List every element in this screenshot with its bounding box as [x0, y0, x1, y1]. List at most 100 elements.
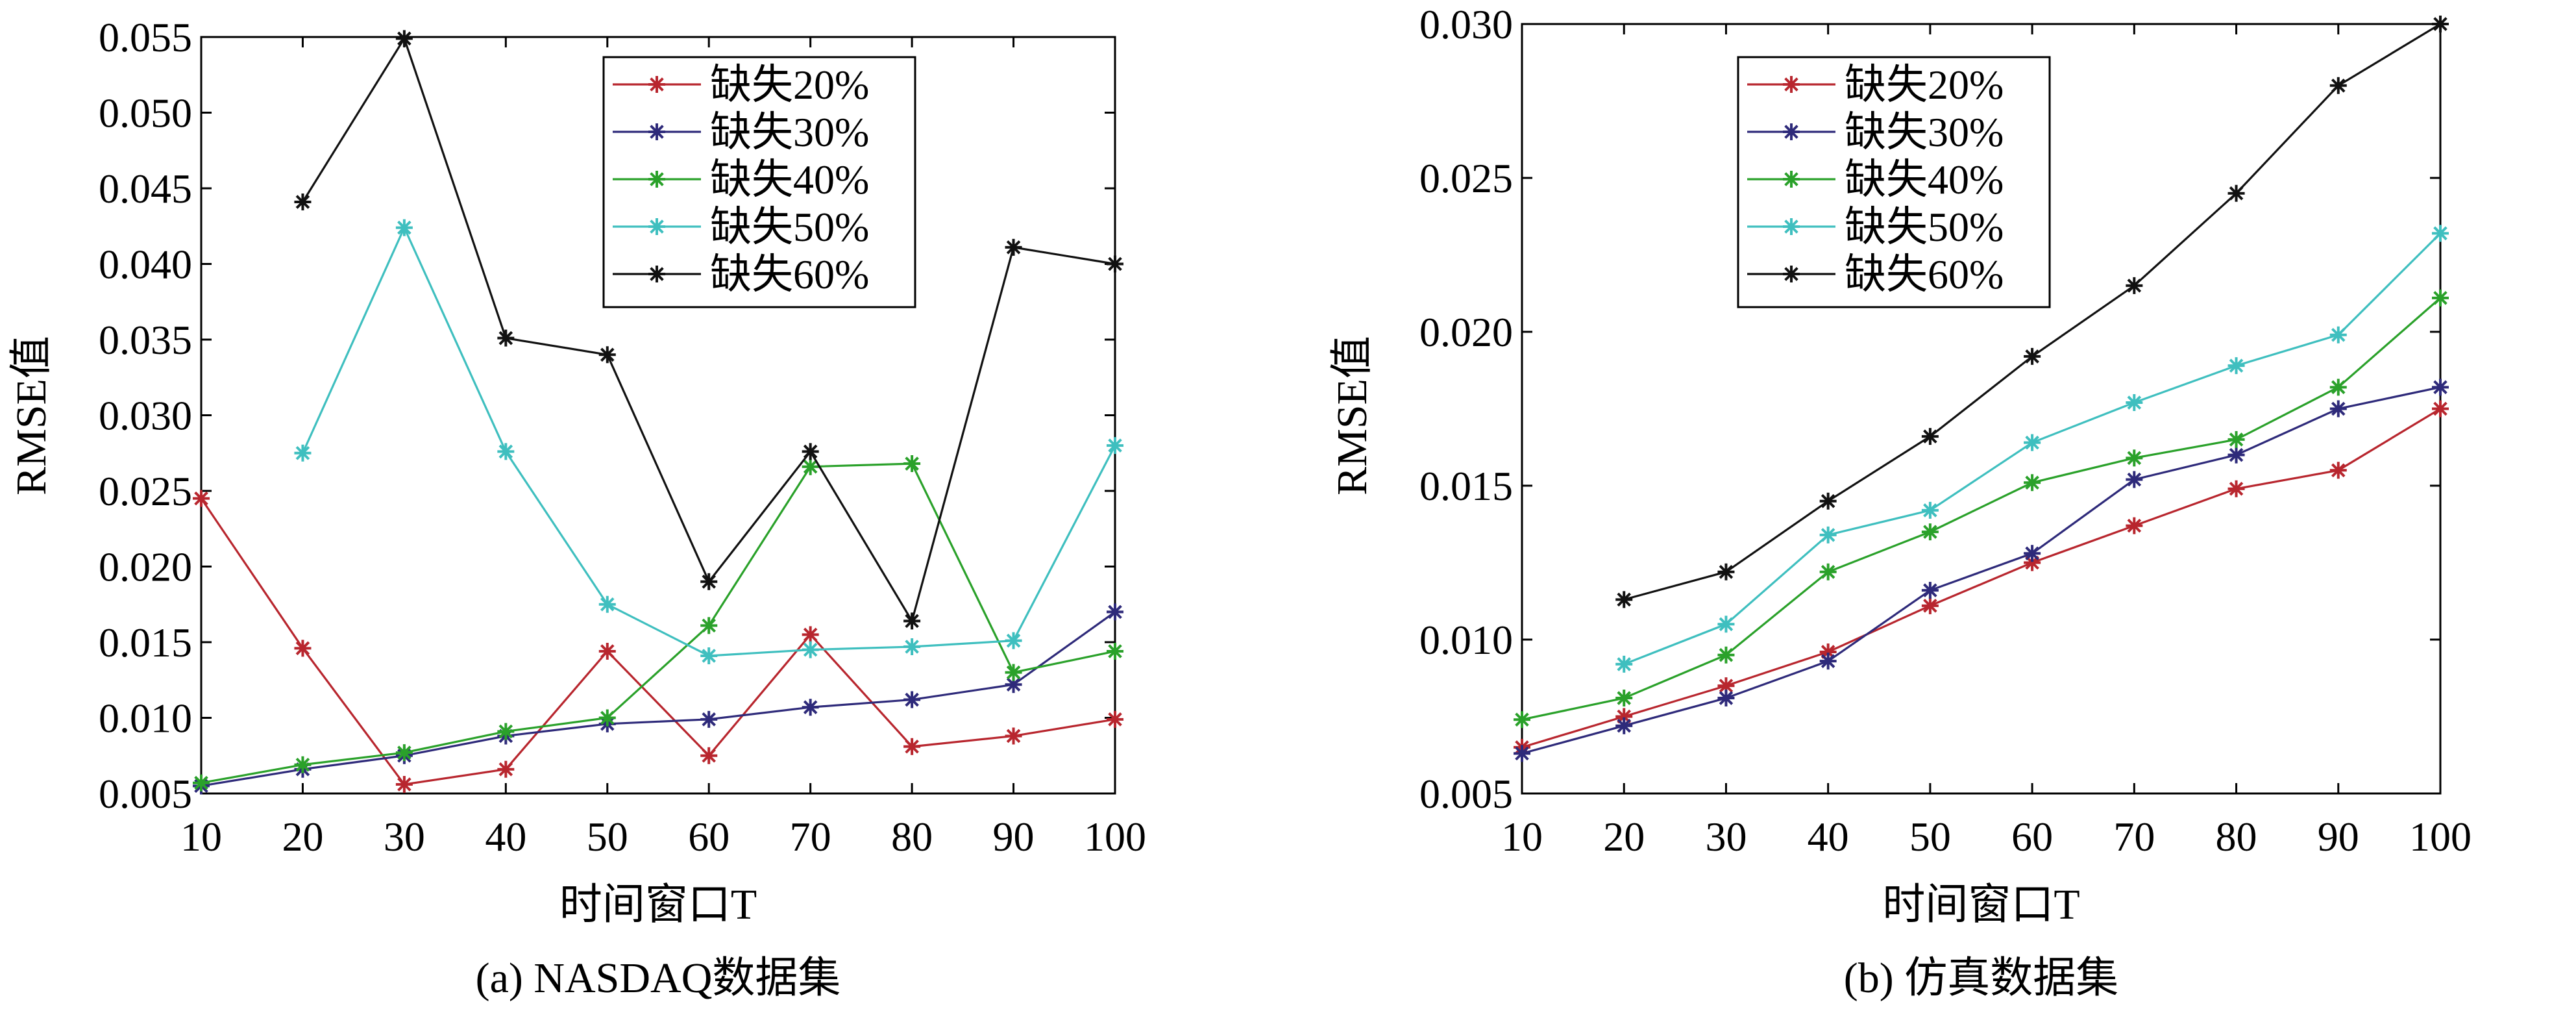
- data-point: [2432, 16, 2449, 32]
- data-point: [395, 219, 413, 236]
- legend-entry: 缺失40%: [710, 156, 869, 203]
- x-axis-label: 时间窗口T: [559, 881, 757, 929]
- series-line-1: [193, 490, 1123, 793]
- data-point: [2227, 357, 2245, 375]
- legend-marker: [648, 123, 665, 140]
- y-axis-label: RMSE值: [1329, 336, 1376, 495]
- data-point: [700, 747, 718, 764]
- data-point: [395, 776, 413, 793]
- data-point: [1615, 717, 1633, 734]
- x-tick-label: 20: [1603, 814, 1645, 860]
- data-point: [1717, 690, 1735, 707]
- series-path: [1521, 297, 2442, 721]
- series-line-5: [1615, 16, 2449, 608]
- data-point: [1921, 597, 1939, 614]
- data-point: [2126, 394, 2143, 412]
- data-point: [1005, 676, 1022, 693]
- legend-entry: 缺失40%: [1845, 156, 2004, 203]
- data-point: [2329, 400, 2347, 418]
- series-line-2: [193, 603, 1123, 795]
- y-axis-label: RMSE值: [8, 336, 55, 495]
- data-point: [2126, 517, 2143, 534]
- data-point: [598, 595, 616, 613]
- legend: 缺失20%缺失30%缺失40%缺失50%缺失60%: [1737, 56, 2051, 308]
- legend-marker: [1783, 171, 1800, 188]
- legend-marker: [648, 218, 665, 235]
- y-tick-label: 0.040: [99, 242, 192, 288]
- series-line-3: [1514, 289, 2449, 729]
- data-point: [2024, 474, 2041, 492]
- x-tick-label: 10: [180, 814, 222, 860]
- y-tick-label: 0.025: [1419, 155, 1513, 201]
- x-tick-label: 40: [1808, 814, 1849, 860]
- chart-a: 0.005 0.010 0.015 0.020 0.025 0.030 0.035 0.040…: [8, 14, 1146, 1002]
- series-path: [1521, 386, 2441, 755]
- legend-marker: [1783, 266, 1800, 282]
- data-point: [294, 444, 312, 462]
- data-point: [2024, 347, 2041, 365]
- data-point: [598, 346, 616, 364]
- data-point: [1921, 523, 1939, 541]
- data-point: [2024, 545, 2041, 562]
- legend-marker: [648, 171, 665, 188]
- data-point: [1107, 710, 1123, 728]
- data-point: [2329, 379, 2347, 396]
- series-line-5: [294, 30, 1123, 630]
- y-tick-label: 0.025: [99, 468, 192, 514]
- x-tick-label: 40: [485, 814, 526, 860]
- data-point: [497, 329, 515, 347]
- data-point: [1107, 603, 1123, 621]
- y-tick-label: 0.015: [1419, 463, 1513, 509]
- x-tick-label: 60: [688, 814, 730, 860]
- data-point: [395, 30, 413, 47]
- data-point: [1717, 646, 1735, 664]
- data-point: [1921, 501, 1939, 519]
- data-point: [903, 455, 921, 473]
- x-tick-label: 50: [587, 814, 628, 860]
- y-tick-label: 0.045: [99, 166, 192, 212]
- x-tick-label: 70: [2113, 814, 2155, 860]
- data-point: [1005, 727, 1022, 745]
- data-point: [802, 443, 819, 460]
- y-tick-label: 0.005: [1419, 771, 1513, 817]
- data-point: [700, 710, 718, 728]
- data-point: [1615, 708, 1633, 725]
- data-point: [2126, 471, 2143, 488]
- data-point: [193, 490, 210, 507]
- data-point: [2432, 289, 2449, 306]
- chart-caption: (a) NASDAQ数据集: [476, 955, 841, 1002]
- data-point: [2432, 379, 2449, 396]
- data-point: [2126, 449, 2143, 467]
- y-tick-label: 0.030: [1419, 1, 1513, 47]
- data-point: [1615, 655, 1633, 673]
- legend-entry: 缺失20%: [710, 62, 869, 108]
- data-point: [2329, 326, 2347, 343]
- series-line-4: [294, 219, 1123, 664]
- series-path: [1521, 408, 2441, 749]
- data-point: [700, 573, 718, 590]
- legend-marker: [1783, 76, 1800, 93]
- chart-caption: (b) 仿真数据集: [1844, 955, 2118, 1002]
- x-tick-label: 90: [993, 814, 1035, 860]
- data-point: [1819, 643, 1837, 660]
- legend-entry: 缺失50%: [710, 204, 869, 250]
- data-point: [2432, 400, 2449, 418]
- data-point: [294, 640, 312, 657]
- legend-entry: 缺失20%: [1845, 62, 2004, 108]
- data-point: [1819, 526, 1837, 543]
- x-tick-label: 80: [891, 814, 933, 860]
- data-point: [2329, 462, 2347, 479]
- series-path: [200, 497, 1116, 786]
- data-point: [294, 193, 312, 210]
- data-point: [1005, 664, 1022, 681]
- data-point: [294, 756, 312, 773]
- x-tick-label: 90: [2318, 814, 2359, 860]
- legend-entry: 缺失30%: [710, 109, 869, 155]
- data-point: [1107, 642, 1123, 660]
- legend-marker: [648, 266, 665, 282]
- data-point: [1819, 492, 1837, 510]
- x-tick-label: 70: [790, 814, 831, 860]
- x-tick-label: 100: [1084, 814, 1146, 860]
- chart-b: 0.005 0.010 0.015 0.020 0.025 0.030 10 20 30 40 50…: [1329, 1, 2472, 1002]
